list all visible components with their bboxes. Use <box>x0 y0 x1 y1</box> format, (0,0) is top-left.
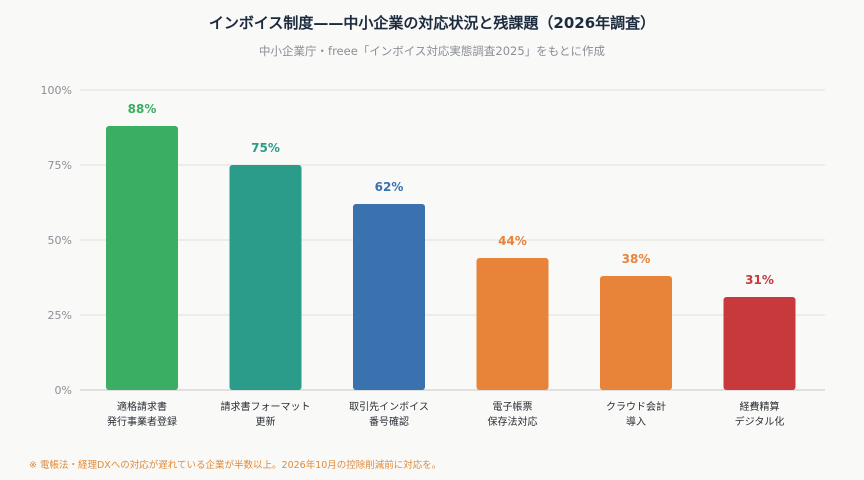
x-tick-label: 電子帳票 <box>493 400 533 413</box>
bar <box>723 297 796 390</box>
y-tick-label: 0% <box>55 384 72 397</box>
x-tick-label: 適格請求書 <box>117 400 167 413</box>
y-tick-label: 50% <box>48 234 72 247</box>
y-tick-label: 25% <box>48 309 72 322</box>
data-label: 31% <box>745 273 774 287</box>
data-label: 75% <box>251 141 280 155</box>
bar <box>600 276 672 390</box>
y-tick-label: 75% <box>48 159 72 172</box>
x-tick-label: 経費精算 <box>740 400 780 413</box>
x-tick-label: 発行事業者登録 <box>107 415 177 428</box>
x-tick-label: 番号確認 <box>369 415 409 428</box>
data-label: 62% <box>375 180 404 194</box>
bar <box>106 126 178 390</box>
y-tick-label: 100% <box>41 84 72 97</box>
x-tick-label: 請求書フォーマット <box>221 400 311 413</box>
x-tick-label: 更新 <box>256 415 276 428</box>
data-label: 44% <box>498 234 527 248</box>
chart-subtitle: 中小企業庁・freee「インボイス対応実態調査2025」をもとに作成 <box>259 44 605 58</box>
data-label: 38% <box>622 252 651 266</box>
data-label: 88% <box>128 102 157 116</box>
footnote: ※ 電帳法・経理DXへの対応が遅れている企業が半数以上。2026年10月の控除削… <box>29 460 442 471</box>
x-tick-label: クラウド会計 <box>606 400 666 413</box>
x-tick-label: 取引先インボイス <box>349 401 429 413</box>
x-tick-label: デジタル化 <box>735 415 785 428</box>
x-tick-label: 導入 <box>626 415 646 428</box>
chart-title: インボイス制度——中小企業の対応状況と残課題（2026年調査） <box>208 14 656 32</box>
bar <box>353 204 425 390</box>
bar <box>476 258 549 390</box>
x-tick-label: 保存法対応 <box>488 415 538 428</box>
bar <box>229 165 302 390</box>
